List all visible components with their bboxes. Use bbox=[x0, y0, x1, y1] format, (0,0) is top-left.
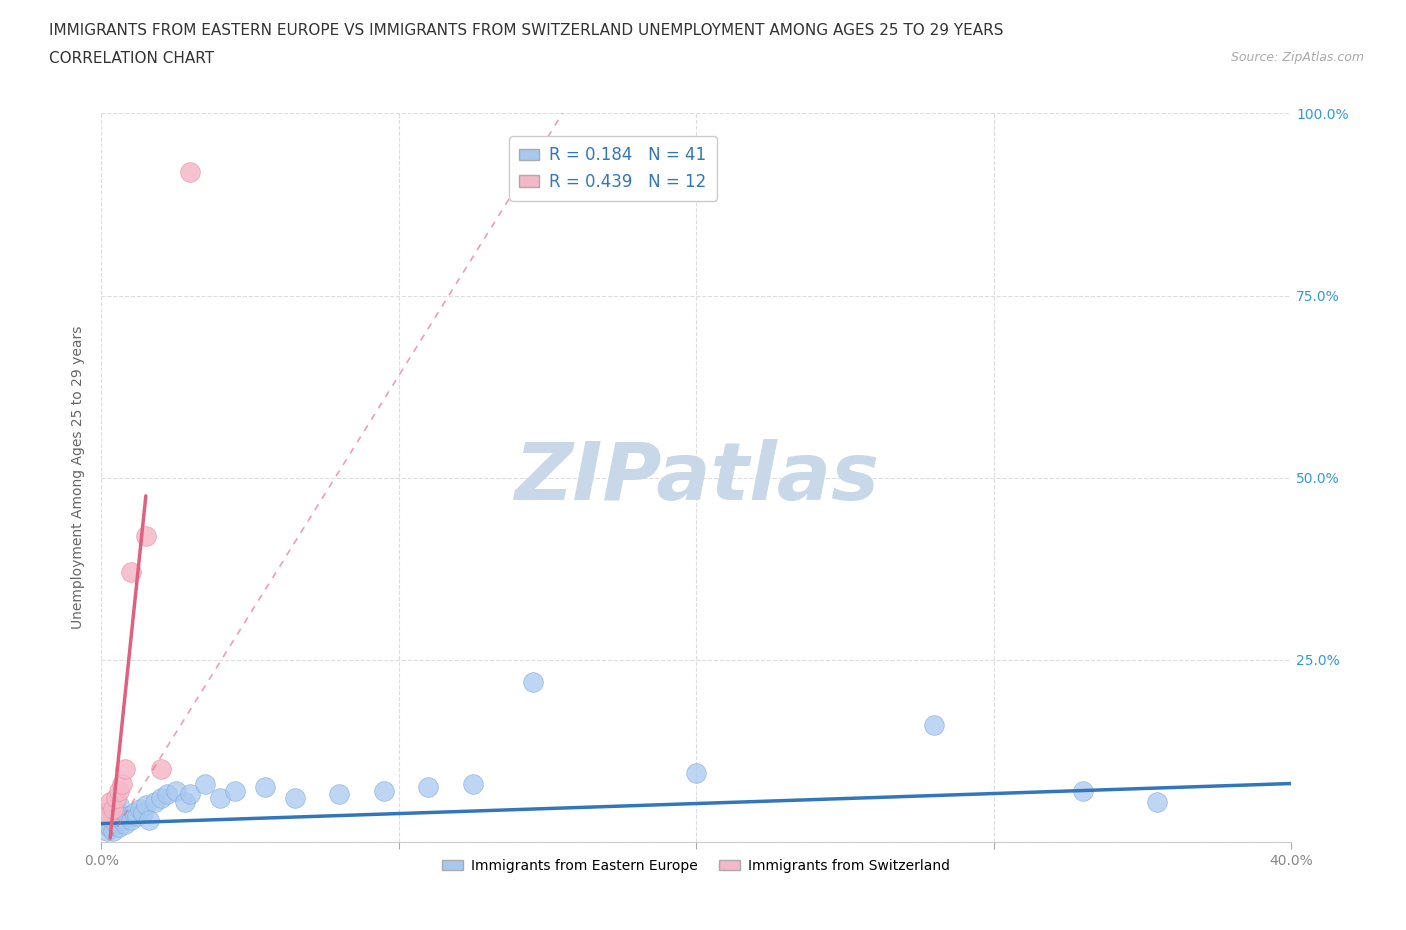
Point bbox=[194, 776, 217, 790]
Point bbox=[93, 817, 115, 831]
Point bbox=[1146, 794, 1168, 809]
Point bbox=[120, 813, 142, 828]
Text: CORRELATION CHART: CORRELATION CHART bbox=[49, 51, 214, 66]
Point bbox=[108, 783, 131, 798]
Point bbox=[373, 783, 395, 798]
Point bbox=[93, 805, 115, 820]
Y-axis label: Unemployment Among Ages 25 to 29 years: Unemployment Among Ages 25 to 29 years bbox=[72, 326, 86, 630]
Point bbox=[156, 787, 179, 802]
Point bbox=[924, 718, 946, 733]
Point bbox=[105, 802, 128, 817]
Point bbox=[418, 779, 440, 794]
Point bbox=[111, 813, 134, 828]
Point bbox=[120, 565, 142, 579]
Point bbox=[132, 805, 155, 820]
Point bbox=[284, 790, 307, 805]
Point bbox=[114, 762, 136, 777]
Point bbox=[117, 809, 139, 824]
Point bbox=[209, 790, 232, 805]
Point bbox=[135, 528, 157, 543]
Point bbox=[173, 794, 195, 809]
Point bbox=[125, 809, 148, 824]
Point bbox=[98, 794, 121, 809]
Point bbox=[122, 805, 145, 820]
Point bbox=[105, 790, 128, 805]
Point bbox=[149, 762, 172, 777]
Legend: Immigrants from Eastern Europe, Immigrants from Switzerland: Immigrants from Eastern Europe, Immigran… bbox=[437, 854, 956, 879]
Point bbox=[138, 813, 160, 828]
Text: Source: ZipAtlas.com: Source: ZipAtlas.com bbox=[1230, 51, 1364, 64]
Point bbox=[101, 809, 124, 824]
Point bbox=[463, 776, 485, 790]
Point bbox=[96, 809, 118, 824]
Point bbox=[149, 790, 172, 805]
Text: ZIPatlas: ZIPatlas bbox=[513, 439, 879, 517]
Point bbox=[98, 819, 121, 834]
Point bbox=[328, 787, 350, 802]
Text: IMMIGRANTS FROM EASTERN EUROPE VS IMMIGRANTS FROM SWITZERLAND UNEMPLOYMENT AMONG: IMMIGRANTS FROM EASTERN EUROPE VS IMMIGR… bbox=[49, 23, 1004, 38]
Point bbox=[105, 817, 128, 831]
Point bbox=[101, 823, 124, 838]
Point bbox=[685, 765, 707, 780]
Point bbox=[143, 794, 166, 809]
Point bbox=[114, 817, 136, 831]
Point bbox=[96, 813, 118, 828]
Point bbox=[108, 798, 131, 813]
Point bbox=[98, 805, 121, 820]
Point bbox=[522, 674, 544, 689]
Point bbox=[179, 165, 201, 179]
Point bbox=[108, 819, 131, 834]
Point bbox=[96, 823, 118, 838]
Point bbox=[128, 802, 150, 817]
Point bbox=[111, 776, 134, 790]
Point bbox=[101, 802, 124, 817]
Point bbox=[179, 787, 201, 802]
Point bbox=[224, 783, 246, 798]
Point bbox=[165, 783, 187, 798]
Point bbox=[1071, 783, 1094, 798]
Point bbox=[135, 798, 157, 813]
Point bbox=[253, 779, 276, 794]
